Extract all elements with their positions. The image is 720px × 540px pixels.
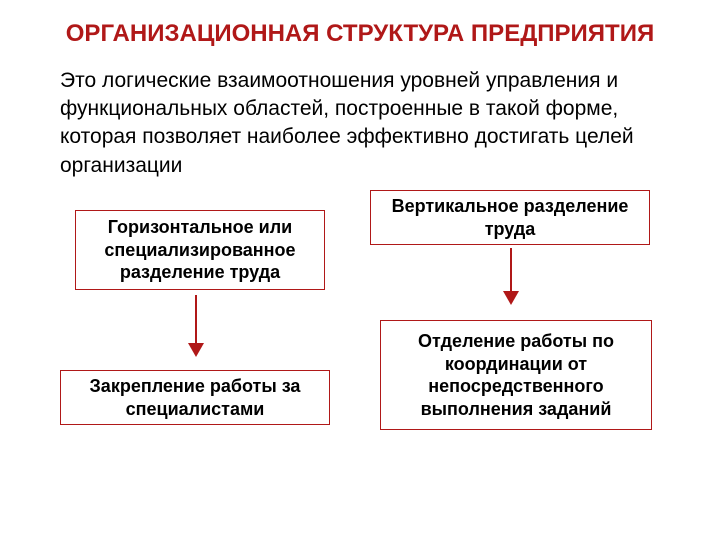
definition-text: Это логические взаимоотношения уровней у… [0,59,720,190]
node-right-bottom: Отделение работы по координации от непос… [380,320,652,430]
arrow-right [510,248,512,303]
arrow-left [195,295,197,355]
page-title: ОРГАНИЗАЦИОННАЯ СТРУКТУРА ПРЕДПРИЯТИЯ [0,0,720,59]
node-right-top: Вертикальное разделение труда [370,190,650,245]
diagram-container: Горизонтальное или специализированное ра… [0,190,720,480]
node-left-top: Горизонтальное или специализированное ра… [75,210,325,290]
node-left-bottom: Закрепление работы за специалистами [60,370,330,425]
